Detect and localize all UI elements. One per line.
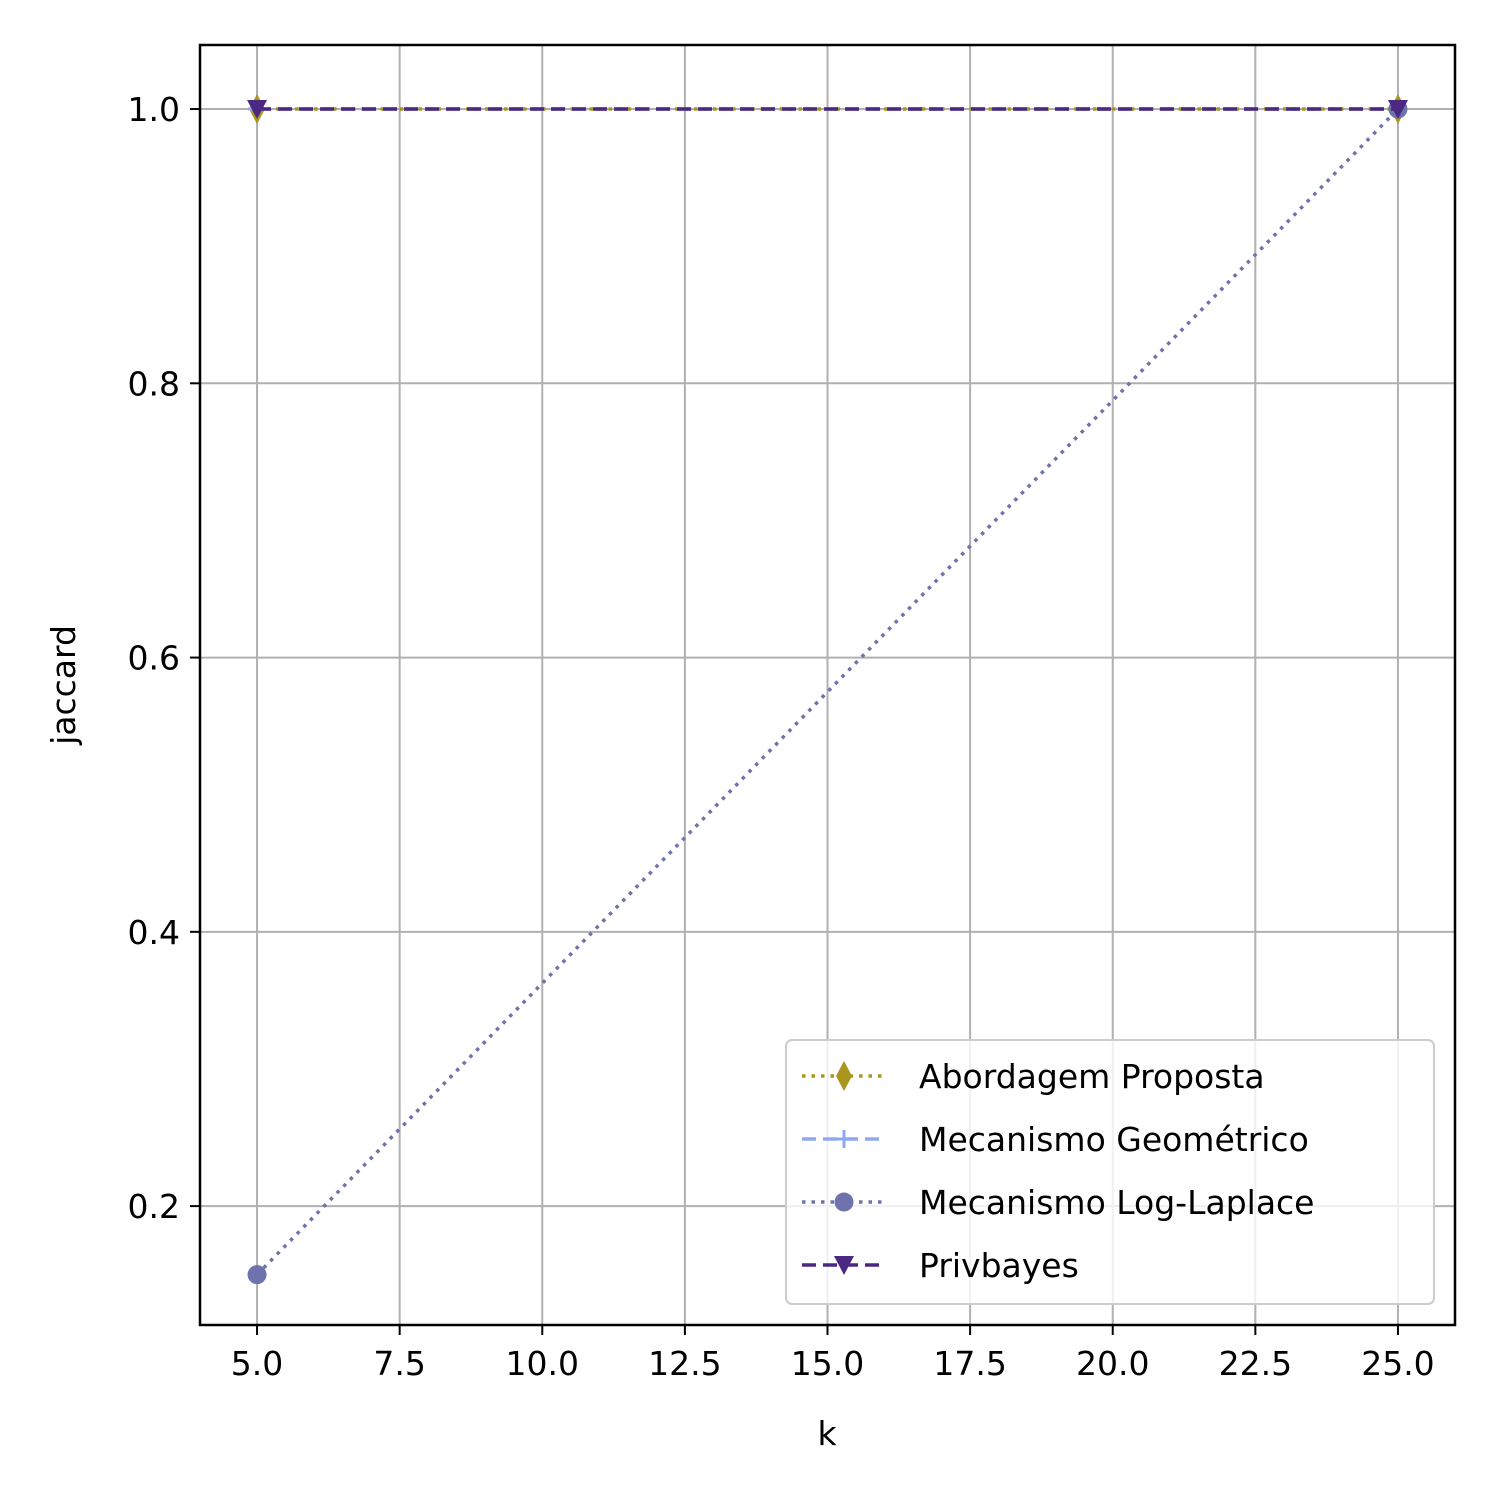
y-tick-label: 0.2	[128, 1187, 180, 1226]
x-tick-label: 25.0	[1361, 1344, 1434, 1383]
legend-marker	[834, 1192, 854, 1212]
legend-label: Mecanismo Geométrico	[919, 1120, 1309, 1159]
legend-label: Abordagem Proposta	[919, 1057, 1265, 1096]
x-tick-label: 5.0	[231, 1344, 283, 1383]
legend-item: Privbayes	[802, 1246, 1079, 1285]
x-tick-label: 22.5	[1219, 1344, 1292, 1383]
legend-box	[785, 1039, 1435, 1305]
legend: Abordagem Proposta Mecanismo Geométrico Me…	[785, 1039, 1435, 1305]
data-point	[1387, 100, 1408, 120]
y-tick-label: 0.6	[128, 639, 180, 678]
legend-label: Privbayes	[919, 1246, 1079, 1285]
data-point	[247, 1265, 267, 1285]
x-tick-label: 10.0	[506, 1344, 579, 1383]
x-axis-title: k	[817, 1414, 837, 1453]
y-axis-title: jaccard	[44, 625, 83, 746]
x-tick-label: 20.0	[1076, 1344, 1149, 1383]
series	[247, 100, 1408, 120]
x-tick-label: 12.5	[648, 1344, 721, 1383]
legend-label: Mecanismo Log-Laplace	[919, 1183, 1314, 1222]
x-axis: 5.0 7.5 10.0 12.5 15.0 17.5 20.0 22.5 25.0	[231, 1325, 1435, 1383]
y-tick-label: 1.0	[128, 90, 180, 129]
legend-item: Abordagem Proposta	[802, 1057, 1265, 1096]
data-point	[247, 100, 268, 120]
legend-marker	[836, 1061, 852, 1091]
legend-marker	[834, 1256, 854, 1275]
x-tick-label: 7.5	[373, 1344, 425, 1383]
y-tick-label: 0.4	[128, 913, 180, 952]
legend-marker	[835, 1130, 853, 1148]
series-layer	[247, 94, 1408, 1285]
y-tick-label: 0.8	[128, 364, 180, 403]
series-line	[255, 107, 1400, 1276]
x-tick-label: 15.0	[791, 1344, 864, 1383]
legend-item: Mecanismo Log-Laplace	[802, 1183, 1314, 1222]
y-axis: 0.2 0.4 0.6 0.8 1.0	[128, 90, 200, 1226]
x-tick-label: 17.5	[933, 1344, 1006, 1383]
legend-item: Mecanismo Geométrico	[802, 1120, 1309, 1159]
